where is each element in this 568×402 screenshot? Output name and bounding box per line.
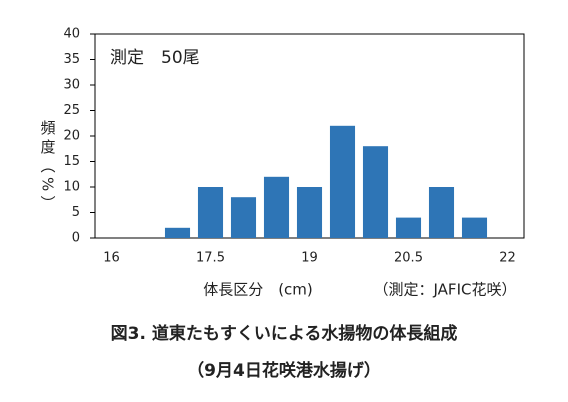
bar: [428, 187, 455, 238]
y-tick-label: 15: [63, 154, 80, 169]
x-tick-label: 20.5: [394, 251, 423, 266]
x-axis-label: 体長区分 (cm): [203, 281, 313, 299]
y-tick-label: 25: [63, 103, 80, 118]
bar: [461, 217, 488, 238]
y-axis-label: 頻度（%）: [39, 120, 57, 214]
source-note: （測定：JAFIC花咲）: [374, 281, 517, 299]
bar: [362, 146, 389, 238]
x-tick-label: 16: [103, 251, 120, 266]
caption: 図3. 道東たもすくいによる水揚物の体長組成: [111, 323, 458, 344]
y-tick-label: 10: [63, 180, 80, 195]
caption: （9月4日花咲港水揚げ）: [187, 360, 381, 381]
x-tick-label: 17.5: [196, 251, 225, 266]
x-tick-label: 22: [499, 251, 516, 266]
y-tick-label: 20: [63, 129, 80, 144]
bar: [395, 217, 422, 238]
y-tick-label: 30: [63, 78, 80, 93]
x-tick-label: 19: [301, 251, 318, 266]
bar: [197, 187, 224, 238]
bar: [230, 197, 257, 238]
bar: [329, 125, 356, 238]
bar: [263, 176, 290, 238]
y-tick-label: 40: [63, 27, 80, 42]
annotation: 測定 50尾: [110, 48, 200, 68]
y-tick-label: 35: [63, 52, 80, 67]
bar: [296, 187, 323, 238]
y-tick-label: 0: [72, 231, 80, 246]
y-tick-label: 5: [72, 205, 80, 220]
bar: [164, 227, 191, 238]
